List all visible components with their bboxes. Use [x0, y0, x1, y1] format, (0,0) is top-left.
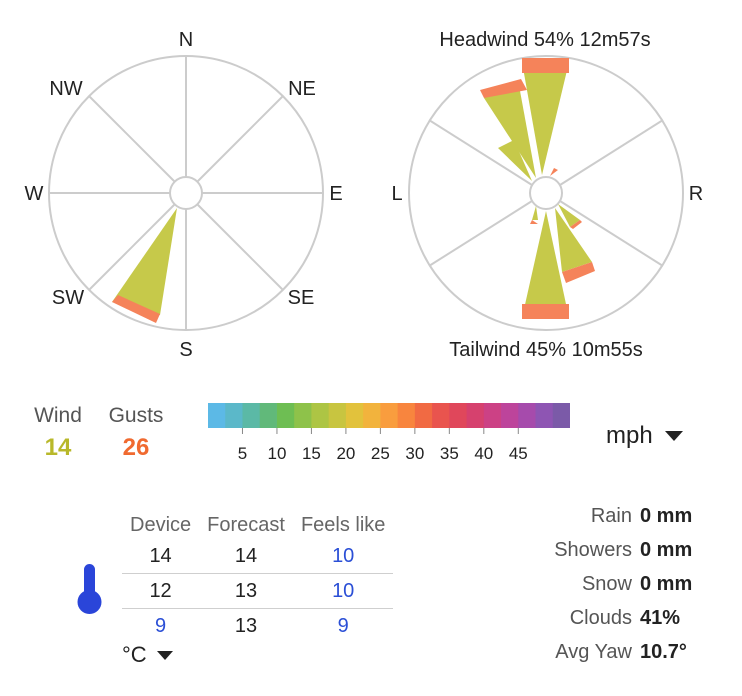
scale-segment — [225, 403, 243, 428]
wind-value: 14 — [44, 434, 72, 461]
scale-segment — [345, 403, 364, 428]
scale-tick-label: 45 — [509, 444, 528, 463]
wind-slice-sw — [112, 208, 177, 323]
stat-showers: Showers 0 mm — [470, 539, 702, 573]
compass-label-se: SE — [288, 287, 315, 309]
scale-segment — [414, 403, 433, 428]
scale-segment — [242, 403, 261, 428]
scale-bar: 5 10 15 20 25 30 35 40 45 — [208, 403, 571, 463]
wind-unit-dropdown[interactable]: mph — [606, 422, 683, 450]
compass-label-e: E — [329, 183, 342, 205]
stat-label: Snow — [581, 573, 632, 595]
table-cell: 10 — [292, 573, 394, 609]
stat-value: 10.7° — [640, 641, 687, 663]
chevron-down-icon — [156, 650, 173, 660]
col-device: Device — [130, 514, 192, 536]
thermometer-icon — [77, 564, 102, 614]
wind-speed-scale: 5 10 15 20 25 30 35 40 45 — [208, 403, 571, 463]
scale-segment — [449, 403, 468, 428]
compass-rose: N NE E SE S SW W NW — [25, 29, 343, 361]
scale-tick-label: 35 — [440, 444, 459, 463]
gusts-readout: Gusts 26 — [104, 404, 168, 462]
stat-value: 0 mm — [640, 573, 693, 595]
scale-segment — [259, 403, 278, 428]
table-row: 9 13 9 — [122, 609, 393, 644]
compass-label-nw: NW — [49, 78, 82, 100]
scale-segment — [380, 403, 399, 428]
table-row: 14 14 10 — [122, 539, 394, 574]
compass-label-s: S — [179, 339, 192, 361]
stat-rain: Rain 0 mm — [470, 505, 702, 539]
stat-label: Rain — [590, 505, 632, 527]
table-cell: 12 — [122, 573, 200, 609]
stat-avg-yaw: Avg Yaw 10.7° — [470, 641, 702, 675]
scale-segment — [501, 403, 519, 428]
scale-segment — [466, 403, 485, 428]
scale-segment — [311, 403, 330, 428]
scale-segment — [552, 403, 571, 428]
table-cell: 14 — [199, 539, 293, 574]
scale-tick-label: 5 — [238, 444, 247, 463]
relative-grid — [408, 55, 684, 331]
weather-stats: Rain 0 mm Showers 0 mm Snow 0 mm Clouds … — [470, 505, 702, 675]
chevron-down-icon — [664, 431, 683, 441]
scale-tick-label: 15 — [302, 444, 321, 463]
left-label: L — [391, 183, 402, 205]
stat-value: 41% — [640, 607, 681, 629]
gusts-label: Gusts — [108, 404, 164, 427]
compass-label-ne: NE — [288, 78, 316, 100]
stat-label: Avg Yaw — [555, 641, 632, 663]
wind-unit-value: mph — [606, 422, 653, 449]
col-feels-like: Feels like — [300, 514, 386, 536]
scale-tick-label: 10 — [267, 444, 286, 463]
scale-tick-label: 25 — [371, 444, 390, 463]
compass-label-sw: SW — [52, 287, 84, 309]
temperature-unit-dropdown[interactable]: °C — [122, 642, 173, 668]
scale-segment — [363, 403, 381, 428]
scale-segment — [518, 403, 537, 428]
table-cell: 10 — [292, 539, 394, 574]
stat-snow: Snow 0 mm — [470, 573, 702, 607]
table-cell: 9 — [155, 615, 167, 637]
stat-label: Clouds — [569, 607, 632, 629]
scale-segment — [294, 403, 312, 428]
headwind-label: Headwind 54% 12m57s — [439, 29, 650, 51]
compass-grid — [48, 55, 324, 331]
stat-label: Showers — [554, 539, 632, 561]
scale-tick-label: 20 — [336, 444, 355, 463]
temperature-table: Device Forecast Feels like 14 14 10 12 1… — [122, 514, 394, 644]
table-cell: 13 — [199, 573, 293, 609]
col-forecast: Forecast — [207, 514, 285, 536]
table-cell: 14 — [122, 539, 200, 574]
scale-segment — [208, 403, 226, 428]
scale-segment — [397, 403, 416, 428]
relative-wind-slices — [480, 58, 595, 319]
scale-segment — [432, 403, 450, 428]
scale-segment — [535, 403, 554, 428]
stat-value: 0 mm — [640, 505, 693, 527]
right-label: R — [689, 183, 703, 205]
compass-label-w: W — [25, 183, 44, 205]
tailwind-label: Tailwind 45% 10m55s — [449, 339, 642, 361]
compass-label-n: N — [179, 29, 193, 51]
table-row: 12 13 10 — [122, 573, 394, 609]
scale-tick-label: 30 — [405, 444, 424, 463]
wind-readout: Wind 14 — [28, 404, 88, 462]
wind-label: Wind — [34, 404, 82, 427]
temperature-unit-value: °C — [122, 642, 147, 667]
table-cell: 13 — [234, 615, 258, 637]
scale-segment — [328, 403, 347, 428]
scale-segment — [483, 403, 502, 428]
relative-wind-rose: Headwind 54% 12m57s Tailwind 45% 10m55s … — [391, 29, 703, 361]
scale-segment — [276, 403, 295, 428]
gusts-value: 26 — [122, 434, 150, 461]
stat-value: 0 mm — [640, 539, 693, 561]
stat-clouds: Clouds 41% — [470, 607, 702, 641]
scale-tick-label: 40 — [474, 444, 493, 463]
table-cell: 9 — [337, 615, 349, 637]
